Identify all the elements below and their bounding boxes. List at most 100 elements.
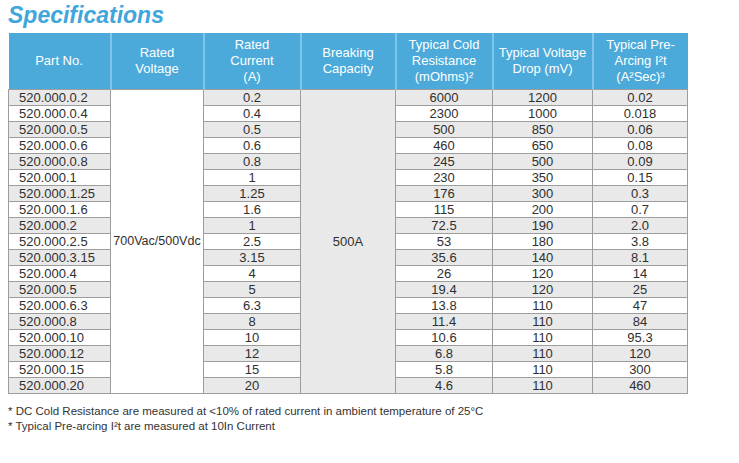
cold-resistance-cell: 19.4 (396, 282, 493, 298)
cold-resistance-cell: 176 (396, 186, 493, 202)
rated-current-cell: 0.6 (204, 138, 301, 154)
part-no-cell: 520.000.5 (9, 282, 111, 298)
voltage-drop-cell: 110 (493, 362, 593, 378)
pre-arcing-cell: 0.08 (593, 138, 688, 154)
col-header-rated-current: Rated Current (A) (204, 33, 301, 90)
pre-arcing-cell: 0.3 (593, 186, 688, 202)
part-no-cell: 520.000.0.2 (9, 90, 111, 106)
part-no-cell: 520.000.6.3 (9, 298, 111, 314)
voltage-drop-cell: 190 (493, 218, 593, 234)
voltage-drop-cell: 650 (493, 138, 593, 154)
pre-arcing-cell: 84 (593, 314, 688, 330)
pre-arcing-cell: 8.1 (593, 250, 688, 266)
pre-arcing-cell: 14 (593, 266, 688, 282)
cold-resistance-cell: 35.6 (396, 250, 493, 266)
voltage-drop-cell: 120 (493, 282, 593, 298)
cold-resistance-cell: 26 (396, 266, 493, 282)
rated-current-cell: 0.8 (204, 154, 301, 170)
rated-current-cell: 12 (204, 346, 301, 362)
cold-resistance-cell: 13.8 (396, 298, 493, 314)
rated-current-cell: 6.3 (204, 298, 301, 314)
page-title: Specifications (8, 1, 164, 29)
part-no-cell: 520.000.2.5 (9, 234, 111, 250)
table-header-row: Part No. Rated Voltage Rated Current (A)… (9, 33, 688, 90)
cold-resistance-cell: 72.5 (396, 218, 493, 234)
pre-arcing-cell: 47 (593, 298, 688, 314)
part-no-cell: 520.000.1.25 (9, 186, 111, 202)
voltage-drop-cell: 350 (493, 170, 593, 186)
part-no-cell: 520.000.0.5 (9, 122, 111, 138)
rated-current-cell: 10 (204, 330, 301, 346)
part-no-cell: 520.000.3.15 (9, 250, 111, 266)
pre-arcing-cell: 0.06 (593, 122, 688, 138)
cold-resistance-cell: 500 (396, 122, 493, 138)
voltage-drop-cell: 1200 (493, 90, 593, 106)
col-header-rated-voltage: Rated Voltage (111, 33, 204, 90)
voltage-drop-cell: 850 (493, 122, 593, 138)
part-no-cell: 520.000.15 (9, 362, 111, 378)
part-no-cell: 520.000.12 (9, 346, 111, 362)
rated-current-cell: 0.5 (204, 122, 301, 138)
rated-current-cell: 1 (204, 170, 301, 186)
part-no-cell: 520.000.8 (9, 314, 111, 330)
rated-current-cell: 1 (204, 218, 301, 234)
col-header-breaking-capacity: Breaking Capacity (301, 33, 396, 90)
rated-current-cell: 1.25 (204, 186, 301, 202)
part-no-cell: 520.000.0.8 (9, 154, 111, 170)
voltage-drop-cell: 500 (493, 154, 593, 170)
rated-current-cell: 8 (204, 314, 301, 330)
footnote-dc-cold-resistance: * DC Cold Resistance are measured at <10… (8, 404, 483, 419)
pre-arcing-cell: 0.7 (593, 202, 688, 218)
voltage-drop-cell: 120 (493, 266, 593, 282)
cold-resistance-cell: 2300 (396, 106, 493, 122)
part-no-cell: 520.000.20 (9, 378, 111, 394)
rated-current-cell: 5 (204, 282, 301, 298)
col-header-pre-arcing: Typical Pre- Arcing I²t (A²Sec)³ (593, 33, 688, 90)
specifications-table: Part No. Rated Voltage Rated Current (A)… (8, 33, 688, 394)
voltage-drop-cell: 200 (493, 202, 593, 218)
rated-voltage-merged-cell: 700Vac/500Vdc (111, 90, 204, 394)
cold-resistance-cell: 115 (396, 202, 493, 218)
rated-current-cell: 15 (204, 362, 301, 378)
footnotes: * DC Cold Resistance are measured at <10… (8, 404, 483, 434)
part-no-cell: 520.000.10 (9, 330, 111, 346)
part-no-cell: 520.000.1.6 (9, 202, 111, 218)
table-header: Part No. Rated Voltage Rated Current (A)… (9, 33, 688, 90)
pre-arcing-cell: 3.8 (593, 234, 688, 250)
voltage-drop-cell: 110 (493, 330, 593, 346)
cold-resistance-cell: 4.6 (396, 378, 493, 394)
rated-current-cell: 1.6 (204, 202, 301, 218)
part-no-cell: 520.000.2 (9, 218, 111, 234)
col-header-voltage-drop: Typical Voltage Drop (mV) (493, 33, 593, 90)
datasheet-page: Specifications Part No. Rated Voltage Ra… (0, 0, 739, 463)
cold-resistance-cell: 5.8 (396, 362, 493, 378)
footnote-pre-arcing: * Typical Pre-arcing I²t are measured at… (8, 419, 483, 434)
pre-arcing-cell: 0.018 (593, 106, 688, 122)
voltage-drop-cell: 180 (493, 234, 593, 250)
rated-current-cell: 0.4 (204, 106, 301, 122)
cold-resistance-cell: 11.4 (396, 314, 493, 330)
cold-resistance-cell: 6000 (396, 90, 493, 106)
part-no-cell: 520.000.0.6 (9, 138, 111, 154)
cold-resistance-cell: 460 (396, 138, 493, 154)
col-header-part-no: Part No. (9, 33, 111, 90)
cold-resistance-cell: 230 (396, 170, 493, 186)
spec-table-body: 520.000.0.2700Vac/500Vdc0.2500A600012000… (9, 90, 688, 394)
rated-current-cell: 4 (204, 266, 301, 282)
pre-arcing-cell: 0.15 (593, 170, 688, 186)
pre-arcing-cell: 95.3 (593, 330, 688, 346)
pre-arcing-cell: 0.09 (593, 154, 688, 170)
rated-current-cell: 2.5 (204, 234, 301, 250)
pre-arcing-cell: 460 (593, 378, 688, 394)
voltage-drop-cell: 110 (493, 298, 593, 314)
voltage-drop-cell: 140 (493, 250, 593, 266)
cold-resistance-cell: 53 (396, 234, 493, 250)
rated-current-cell: 20 (204, 378, 301, 394)
cold-resistance-cell: 10.6 (396, 330, 493, 346)
part-no-cell: 520.000.0.4 (9, 106, 111, 122)
part-no-cell: 520.000.1 (9, 170, 111, 186)
rated-current-cell: 0.2 (204, 90, 301, 106)
cold-resistance-cell: 245 (396, 154, 493, 170)
part-no-cell: 520.000.4 (9, 266, 111, 282)
rated-current-cell: 3.15 (204, 250, 301, 266)
